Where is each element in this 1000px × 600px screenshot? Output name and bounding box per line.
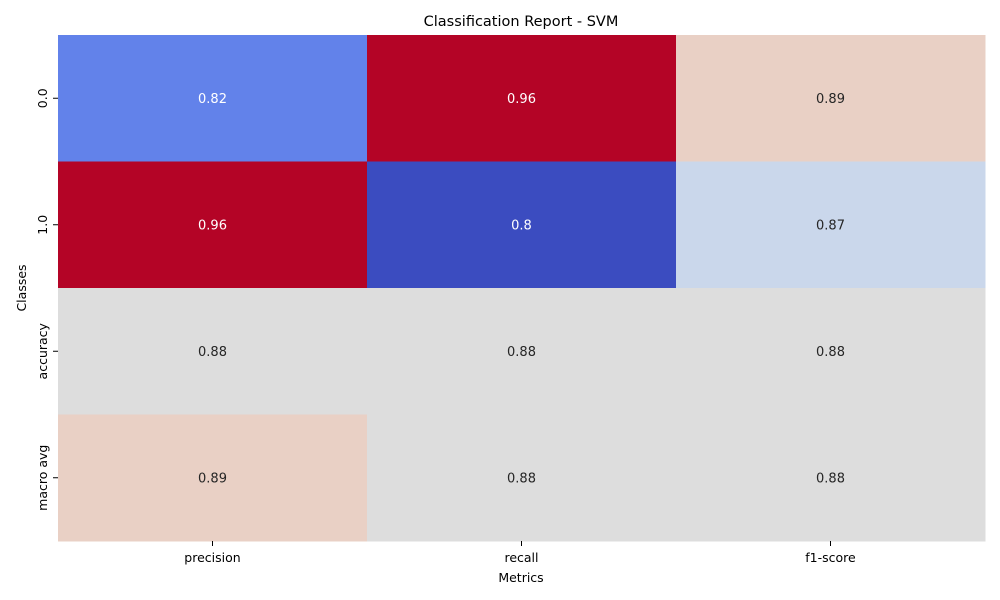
heatmap-cell-label-r1-c0: 0.96	[198, 218, 227, 233]
heatmap-cell-label-r3-c0: 0.89	[198, 471, 227, 486]
heatmap-cell-r1-c0	[58, 161, 368, 289]
heatmap-cell-labels: 0.82 0.96 0.89 0.96 0.8 0.87 0.88 0.88 0.88 0.89 0…	[198, 92, 845, 487]
heatmap-cell-r2-c2	[676, 288, 986, 415]
x-tick-label-0: precision	[184, 550, 240, 565]
x-tick-label-2: f1-score	[805, 550, 856, 565]
heatmap-cell-r1-c2	[676, 161, 986, 289]
x-tick-label-1: recall	[504, 550, 538, 565]
x-axis-ticks: precision recall f1-score	[184, 541, 856, 565]
chart-title: Classification Report - SVM	[424, 14, 619, 30]
heatmap-cell-label-r3-c1: 0.88	[507, 471, 536, 486]
heatmap-cell-r2-c1	[367, 288, 677, 415]
y-axis-label: Classes	[14, 264, 29, 311]
heatmap-cells	[58, 35, 986, 542]
y-tick-label-2: accuracy	[35, 322, 50, 379]
heatmap-cell-r3-c2	[676, 414, 986, 542]
heatmap-cell-r1-c1	[367, 161, 677, 289]
heatmap-cell-label-r1-c2: 0.87	[816, 218, 845, 233]
heatmap-cell-label-r2-c0: 0.88	[198, 345, 227, 360]
heatmap-cell-label-r0-c1: 0.96	[507, 92, 536, 107]
heatmap-cell-label-r2-c2: 0.88	[816, 345, 845, 360]
heatmap-cell-label-r3-c2: 0.88	[816, 471, 845, 486]
heatmap-cell-r0-c2	[676, 35, 986, 162]
heatmap-cell-r0-c1	[367, 35, 677, 162]
y-axis-ticks: 0.0 1.0 accuracy macro avg	[35, 88, 58, 511]
y-tick-label-3: macro avg	[35, 445, 50, 511]
y-tick-label-0: 0.0	[35, 88, 50, 108]
heatmap-cell-r3-c1	[367, 414, 677, 542]
heatmap-cell-label-r2-c1: 0.88	[507, 345, 536, 360]
heatmap-cell-r3-c0	[58, 414, 368, 542]
heatmap-cell-label-r0-c2: 0.89	[816, 92, 845, 107]
heatmap-cell-r0-c0	[58, 35, 368, 162]
y-tick-label-1: 1.0	[35, 215, 50, 235]
heatmap-cell-label-r0-c0: 0.82	[198, 92, 227, 107]
x-axis-label: Metrics	[498, 570, 543, 585]
heatmap-cell-r2-c0	[58, 288, 368, 415]
heatmap-cell-label-r1-c1: 0.8	[511, 218, 532, 233]
